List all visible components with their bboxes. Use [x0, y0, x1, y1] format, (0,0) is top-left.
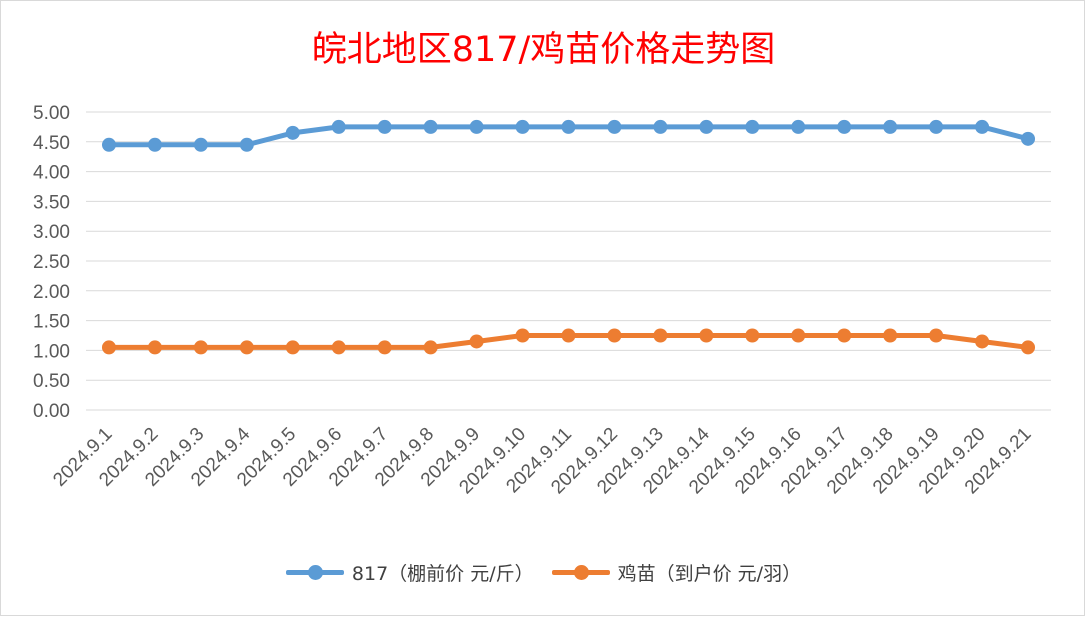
legend-item-chick[interactable]: 鸡苗（到户价 元/羽）: [551, 559, 802, 586]
data-point: [239, 340, 254, 355]
data-point: [331, 119, 346, 134]
series-chick: [101, 328, 1036, 355]
data-point: [745, 328, 760, 343]
data-point: [469, 334, 484, 349]
data-point: [147, 137, 162, 152]
data-point: [101, 340, 116, 355]
data-point: [653, 119, 668, 134]
legend-swatch-817: [285, 562, 344, 582]
data-point: [561, 328, 576, 343]
gridlines: [86, 111, 1051, 411]
legend-marker-chick: [573, 565, 589, 580]
y-tick-label: 2.00: [33, 282, 70, 303]
data-point: [791, 328, 806, 343]
data-point: [745, 119, 760, 134]
data-point: [653, 328, 668, 343]
x-axis-tick-labels: 2024.9.12024.9.22024.9.32024.9.42024.9.5…: [49, 423, 1035, 498]
data-point: [975, 119, 990, 134]
chart-title: 皖北地区817/鸡苗价格走势图: [311, 30, 776, 70]
y-tick-label: 3.00: [33, 222, 70, 243]
data-point: [193, 340, 208, 355]
data-point: [285, 125, 300, 140]
y-tick-label: 4.00: [33, 163, 70, 184]
y-axis-tick-labels: 0.00 0.50 1.00 1.50 2.00 2.50 3.00 3.50 4.00 4.50…: [33, 103, 70, 422]
data-point: [607, 119, 622, 134]
legend-marker-817: [307, 565, 323, 580]
data-point: [285, 340, 300, 355]
legend-label-817: 817（棚前价 元/斤）: [351, 562, 534, 585]
data-point: [975, 334, 990, 349]
data-point: [837, 328, 852, 343]
data-point: [193, 137, 208, 152]
data-point: [699, 119, 714, 134]
data-point: [377, 340, 392, 355]
y-tick-label: 1.00: [33, 341, 70, 362]
data-point: [837, 119, 852, 134]
data-point: [423, 119, 438, 134]
legend-swatch-chick: [551, 562, 610, 582]
y-tick-label: 3.50: [33, 192, 70, 213]
data-point: [929, 119, 944, 134]
y-tick-label: 0.00: [33, 401, 70, 422]
legend-item-817[interactable]: 817（棚前价 元/斤）: [285, 559, 534, 586]
data-point: [883, 328, 898, 343]
data-point: [515, 119, 530, 134]
data-point: [239, 137, 254, 152]
y-tick-label: 2.50: [33, 252, 70, 273]
data-point: [101, 137, 116, 152]
data-point: [377, 119, 392, 134]
legend-label-chick: 鸡苗（到户价 元/羽）: [617, 562, 802, 585]
data-point: [561, 119, 576, 134]
y-tick-label: 4.50: [33, 133, 70, 154]
data-point: [791, 119, 806, 134]
data-point: [469, 119, 484, 134]
data-point: [607, 328, 622, 343]
series-817: [101, 119, 1036, 152]
data-point: [147, 340, 162, 355]
y-tick-label: 5.00: [33, 103, 70, 124]
data-point: [515, 328, 530, 343]
data-point: [1021, 131, 1036, 146]
y-tick-label: 1.50: [33, 312, 70, 333]
data-point: [331, 340, 346, 355]
data-point: [699, 328, 714, 343]
series-layer: [101, 119, 1036, 355]
legend: 817（棚前价 元/斤） 鸡苗（到户价 元/羽）: [1, 555, 1085, 589]
y-tick-label: 0.50: [33, 371, 70, 392]
data-point: [423, 340, 438, 355]
data-point: [1021, 340, 1036, 355]
data-point: [883, 119, 898, 134]
data-point: [929, 328, 944, 343]
